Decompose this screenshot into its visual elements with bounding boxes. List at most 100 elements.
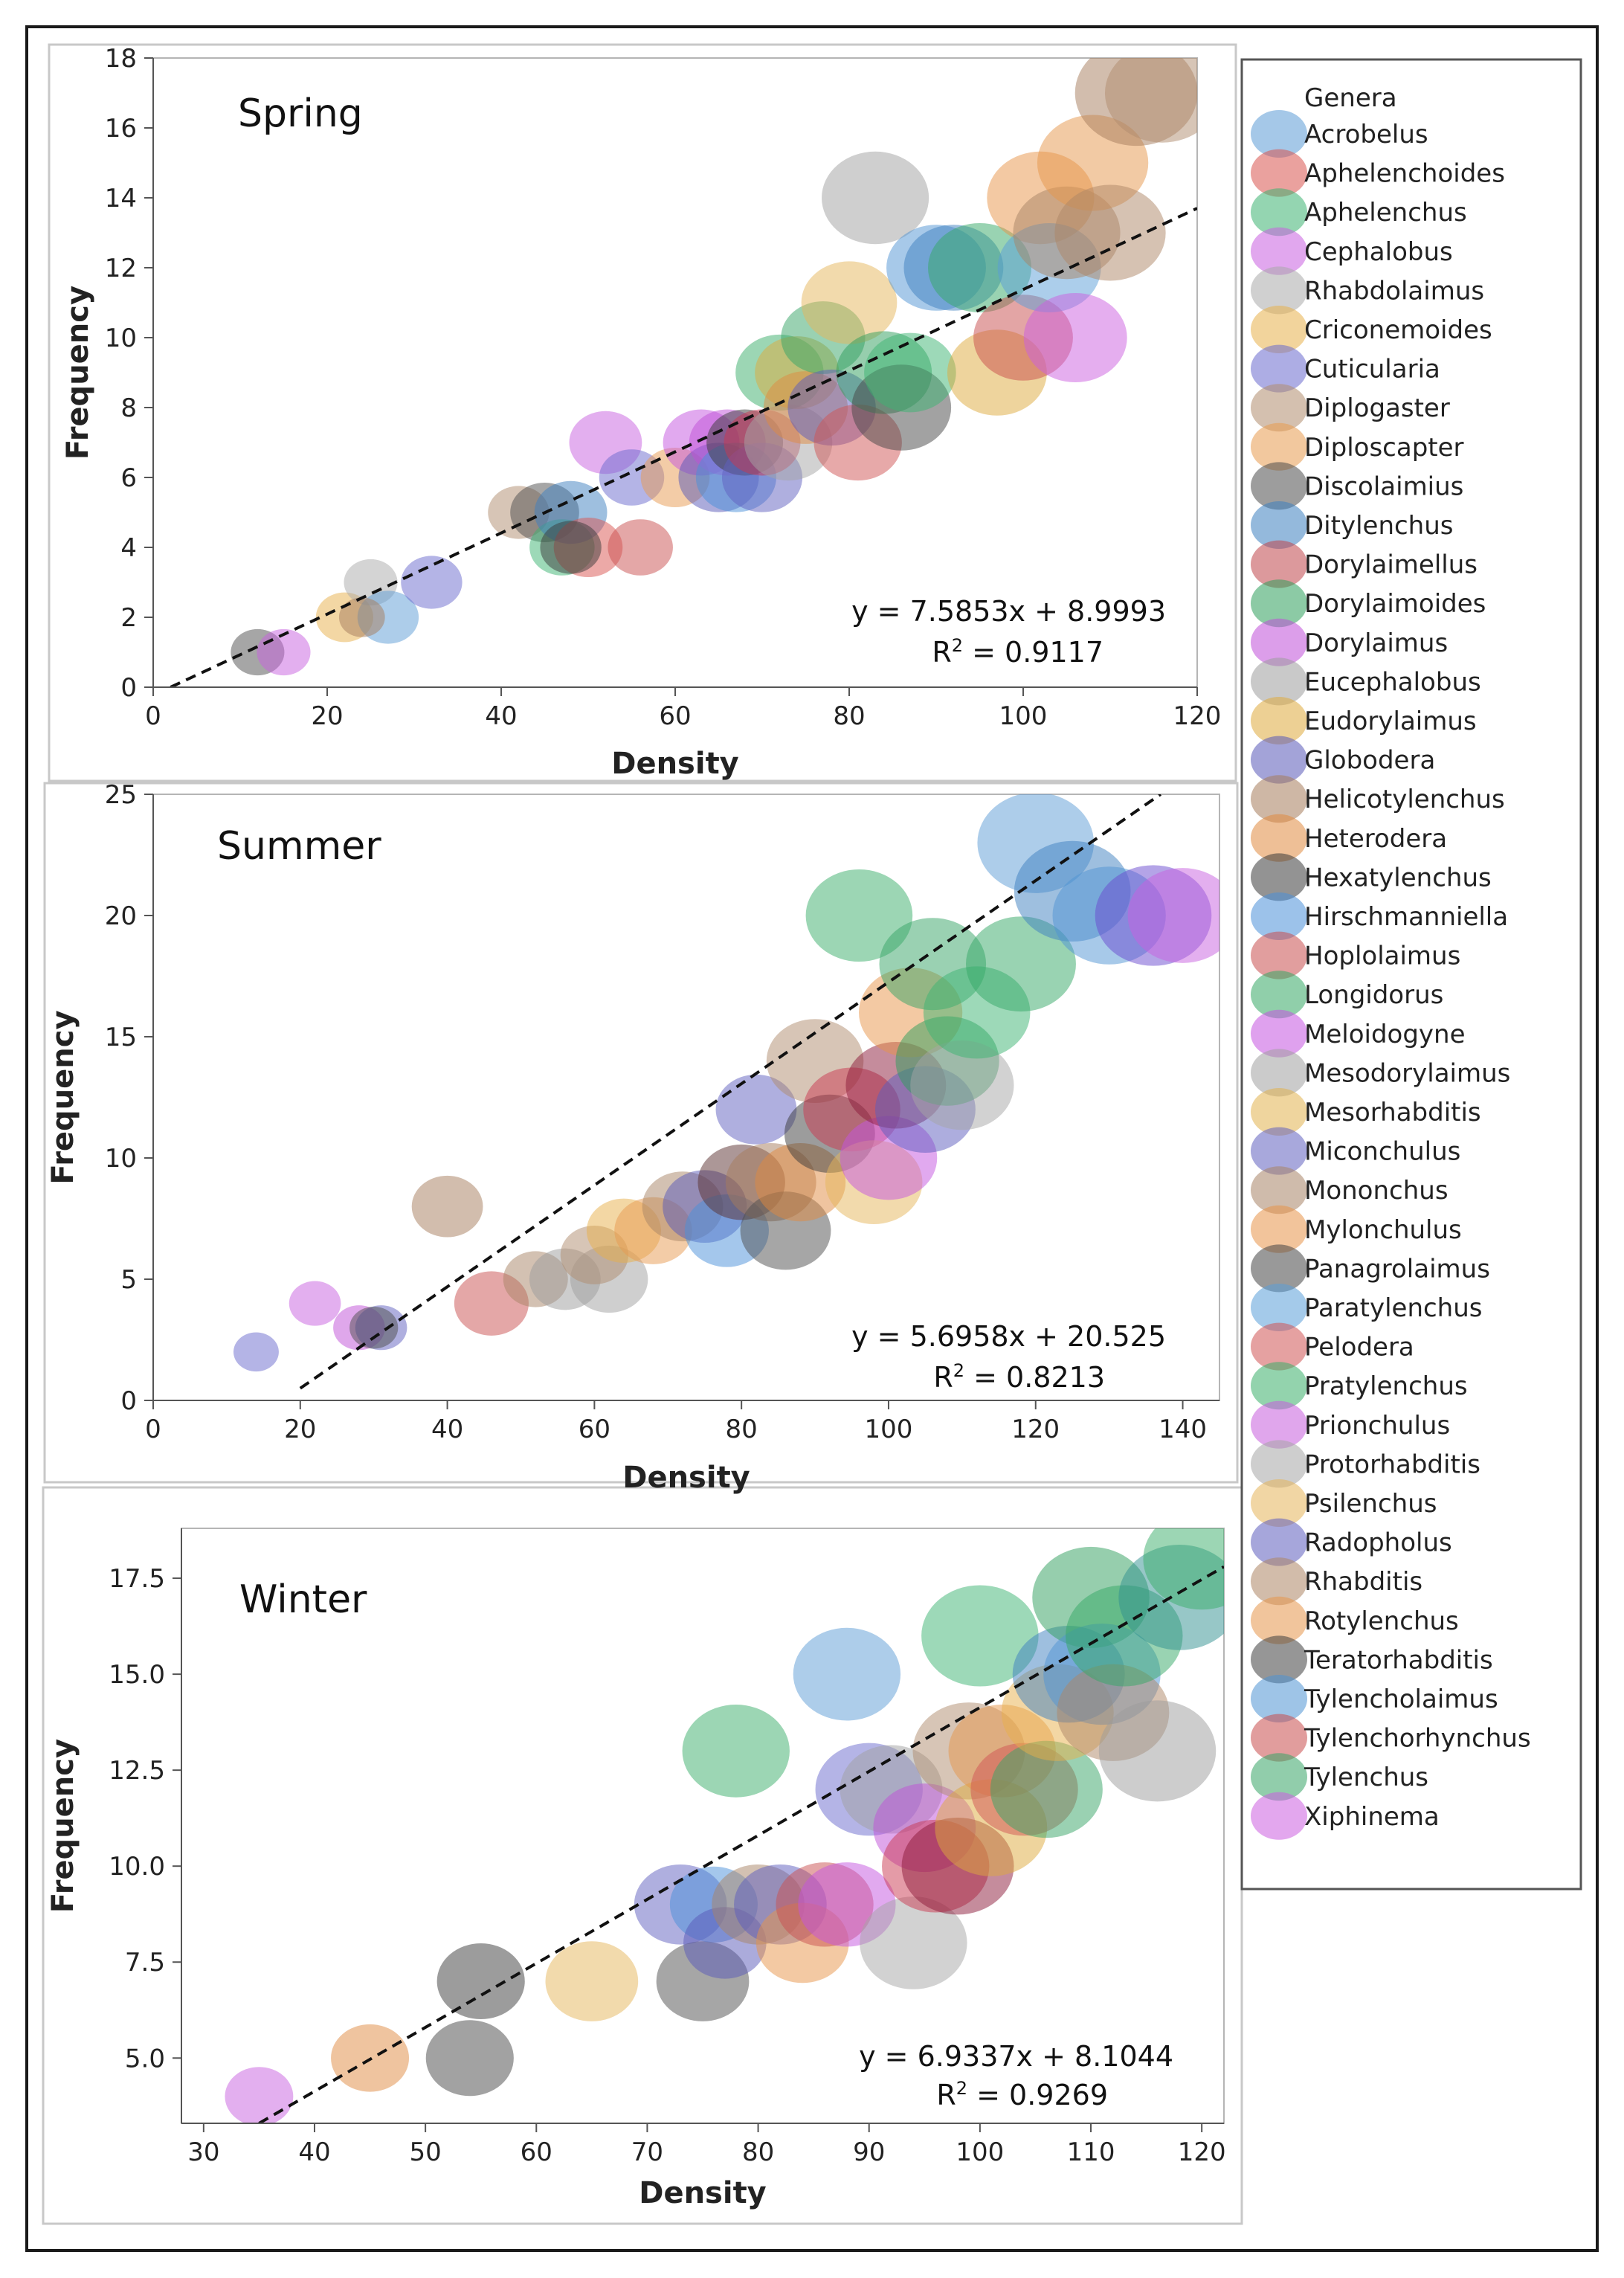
bubble-point-0 — [233, 1332, 279, 1372]
bubble-point-5 — [411, 1175, 483, 1238]
bubble-point-0 — [225, 2067, 294, 2123]
legend-swatch-28 — [1251, 1205, 1307, 1253]
y-tick-label: 7.5 — [125, 1948, 165, 1978]
bubble-point-36 — [1143, 1528, 1224, 1610]
legend-label-37: Rhabditis — [1304, 1567, 1422, 1597]
legend-swatch-20 — [1251, 892, 1307, 940]
y-tick-label: 0 — [120, 673, 137, 703]
bubble-point-5 — [401, 556, 463, 609]
legend-label-15: Eudorylaimus — [1304, 707, 1477, 736]
r-squared-label: R — [932, 636, 951, 669]
legend-label-12: Dorylaimoides — [1304, 589, 1486, 619]
x-tick-label: 70 — [631, 2137, 663, 2167]
x-tick-label: 20 — [284, 1415, 316, 1444]
legend-swatch-6 — [1251, 344, 1307, 393]
y-tick-label: 12.5 — [109, 1756, 165, 1786]
legend-swatch-30 — [1251, 1284, 1307, 1331]
bubble-point-48 — [1105, 58, 1197, 143]
legend-swatch-38 — [1251, 1596, 1307, 1644]
legend-label-34: Protorhabditis — [1304, 1450, 1480, 1479]
summer-panel-frame — [43, 782, 1239, 1484]
legend-label-7: Diplogaster — [1304, 393, 1450, 423]
legend-label-28: Mylonchulus — [1304, 1215, 1462, 1245]
regression-equation: y = 6.9337x + 8.1044 — [859, 2040, 1173, 2073]
x-tick-label: 60 — [521, 2137, 552, 2167]
legend-label-16: Globodera — [1304, 746, 1435, 776]
legend-swatch-16 — [1251, 736, 1307, 784]
y-tick-label: 8 — [120, 393, 137, 423]
legend-swatch-15 — [1251, 697, 1307, 744]
legend-swatch-3 — [1251, 227, 1307, 275]
y-tick-label: 25 — [105, 780, 137, 810]
summer-chart: 0 20 40 60 80 100 120 140 0 5 10 15 20 25 Summer Densit… — [46, 780, 1220, 1495]
legend-swatch-17 — [1251, 775, 1307, 823]
legend-label-29: Panagrolaimus — [1304, 1254, 1490, 1284]
legend-label-0: Acrobelus — [1304, 120, 1428, 149]
legend-swatch-25 — [1251, 1088, 1307, 1136]
legend-label-23: Meloidogyne — [1304, 1020, 1466, 1049]
y-axis-label: Frequency — [46, 1739, 80, 1913]
legend-swatch-34 — [1251, 1440, 1307, 1488]
bubble-point-24 — [805, 869, 913, 962]
x-tick-label: 120 — [1173, 701, 1222, 731]
y-tick-label: 16 — [105, 114, 137, 144]
x-axis-label: Density — [639, 2176, 767, 2210]
r-squared: R2 = 0.9117 — [932, 635, 1103, 669]
legend-label-22: Longidorus — [1304, 980, 1443, 1010]
legend-label-30: Paratylenchus — [1304, 1293, 1483, 1323]
legend-items: Acrobelus Aphelenchoides Aphelenchus Cephal… — [1251, 110, 1531, 1840]
bubble-point-27 — [990, 1740, 1103, 1838]
x-tick-label: 100 — [956, 2137, 1004, 2167]
legend-swatch-36 — [1251, 1518, 1307, 1566]
x-tick-label: 40 — [298, 2137, 330, 2167]
bubble-point-34 — [966, 916, 1076, 1012]
bubble-point-9 — [682, 1705, 790, 1798]
legend-label-31: Pelodera — [1304, 1333, 1414, 1362]
legend-swatch-42 — [1251, 1753, 1307, 1801]
r-squared-value: = 0.9269 — [967, 2079, 1108, 2111]
x-tick-label: 0 — [145, 1415, 161, 1444]
legend-swatch-5 — [1251, 306, 1307, 353]
y-tick-label: 5.0 — [125, 2044, 165, 2073]
regression-equation: y = 7.5853x + 8.9993 — [851, 595, 1166, 628]
trendline — [299, 794, 1162, 1390]
x-tick-label: 80 — [726, 1415, 758, 1444]
legend-swatch-8 — [1251, 422, 1307, 471]
bubble-point-2 — [425, 2020, 514, 2097]
legend-swatch-39 — [1251, 1635, 1307, 1684]
bubble-group — [231, 58, 1197, 676]
legend-label-2: Aphelenchus — [1304, 198, 1467, 228]
legend-label-38: Rotylenchus — [1304, 1606, 1459, 1636]
x-tick-label: 40 — [485, 701, 517, 731]
bubble-point-15 — [793, 1627, 901, 1721]
bubble-point-30 — [801, 261, 898, 344]
bubble-point-39 — [1127, 868, 1219, 963]
y-axis-label: Frequency — [46, 1010, 80, 1184]
legend-label-4: Rhabdolaimus — [1304, 276, 1484, 306]
legend-label-9: Discolaimius — [1304, 472, 1463, 501]
x-axis-label: Density — [611, 747, 739, 781]
x-tick-label: 100 — [865, 1415, 913, 1444]
legend-label-26: Miconchulus — [1304, 1137, 1460, 1167]
bubble-point-23 — [921, 1585, 1039, 1687]
bubble-point-3 — [436, 1943, 525, 2020]
x-tick-label: 20 — [311, 701, 343, 731]
legend-label-3: Cephalobus — [1304, 237, 1453, 267]
x-tick-label: 60 — [659, 701, 691, 731]
y-axis-label: Frequency — [61, 286, 95, 460]
chart-title: Winter — [239, 1577, 367, 1622]
legend-label-5: Criconemoides — [1304, 315, 1492, 345]
legend-label-27: Mononchus — [1304, 1176, 1449, 1206]
y-tick-label: 12 — [105, 254, 137, 283]
y-tick-label: 15.0 — [109, 1660, 165, 1690]
legend-label-10: Ditylenchus — [1304, 511, 1454, 541]
x-axis-label: Density — [622, 1461, 750, 1495]
legend-swatch-43 — [1251, 1792, 1307, 1840]
y-tick-label: 18 — [105, 44, 137, 74]
bubble-point-4 — [349, 1307, 399, 1349]
legend-label-39: Teratorhabditis — [1304, 1645, 1493, 1675]
legend-label-24: Mesodorylaimus — [1304, 1058, 1510, 1088]
legend-swatch-19 — [1251, 853, 1307, 901]
legend-swatch-14 — [1251, 657, 1307, 706]
legend-swatch-22 — [1251, 971, 1307, 1019]
